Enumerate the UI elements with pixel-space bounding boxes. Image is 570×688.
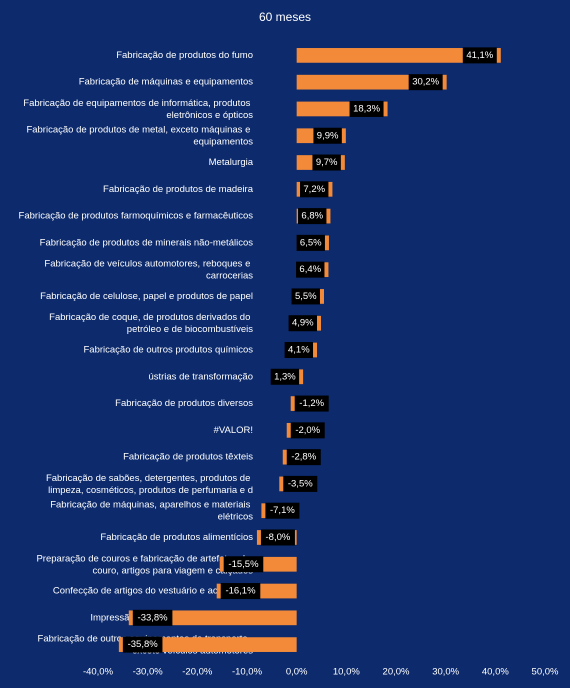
y-tick-label: Fabricação de produtos têxteis: [123, 452, 253, 463]
bar: [118, 637, 297, 652]
value-label: 6,4%: [299, 264, 321, 275]
value-label-box: [286, 449, 321, 466]
value-label-box: [288, 315, 318, 332]
y-tick-label: Fabricação de outros produtos químicos: [83, 345, 253, 356]
value-label-box: [270, 368, 300, 385]
value-label: -2,0%: [295, 425, 320, 436]
x-tick-label: 30,0%: [432, 667, 459, 678]
y-tick-label: Fabricação de equipamentos de informátic…: [23, 97, 253, 120]
y-tick-label: Preparação de couros e fabricação de art…: [36, 553, 253, 576]
y-tick-label: Metalurgia: [209, 157, 254, 168]
value-label-box: [408, 74, 443, 91]
value-label: -3,5%: [288, 478, 313, 489]
bar: [290, 396, 297, 411]
y-tick-label: Fabricação de produtos farmoquímicos e f…: [19, 211, 254, 222]
value-label-box: [300, 181, 329, 198]
value-label: 7,2%: [303, 184, 325, 195]
value-label: 18,3%: [353, 103, 380, 114]
value-label: 9,9%: [317, 130, 339, 141]
y-tick-label: Fabricação de produtos de madeira: [103, 184, 254, 195]
value-label: 4,1%: [288, 345, 310, 356]
value-label: 1,3%: [274, 371, 296, 382]
value-label: 6,8%: [301, 211, 323, 222]
value-label: 6,5%: [300, 237, 322, 248]
value-label-box: [312, 154, 341, 171]
value-label: -1,2%: [299, 398, 324, 409]
value-label: -8,0%: [266, 532, 291, 543]
y-tick-label: Fabricação de produtos alimentícios: [100, 532, 253, 543]
x-tick-label: 50,0%: [532, 667, 559, 678]
value-label: 9,7%: [316, 157, 338, 168]
y-tick-label: Fabricação de produtos do fumo: [116, 50, 253, 61]
value-label: -2,8%: [291, 452, 316, 463]
y-tick-label: Fabricação de máquinas, aparelhos e mate…: [50, 499, 253, 522]
value-label-box: [284, 342, 314, 358]
value-label-box: [220, 583, 261, 600]
y-tick-label: Fabricação de máquinas e equipamentos: [79, 77, 254, 88]
y-tick-label: ústrias de transformação: [148, 371, 253, 382]
value-label-box: [296, 261, 325, 278]
value-label-box: [296, 234, 325, 251]
x-tick-label: -40,0%: [83, 667, 114, 678]
x-tick-label: 40,0%: [482, 667, 509, 678]
value-label-box: [349, 100, 384, 117]
x-tick-label: -30,0%: [133, 667, 164, 678]
bar: [296, 369, 304, 385]
value-label: -16,1%: [225, 586, 256, 597]
y-tick-label: Fabricação de produtos diversos: [115, 398, 253, 409]
y-tick-label: Fabricação de produtos de metal, exceto …: [26, 124, 253, 147]
value-label-box: [313, 127, 342, 144]
value-label: -35,8%: [128, 639, 159, 650]
value-label: -15,5%: [228, 559, 259, 570]
value-label: 4,9%: [292, 318, 314, 329]
value-label-box: [291, 288, 320, 305]
y-tick-label: #VALOR!: [214, 425, 253, 436]
x-tick-label: -20,0%: [182, 667, 213, 678]
value-label: -33,8%: [138, 612, 169, 623]
x-tick-label: 20,0%: [383, 667, 410, 678]
bar: [296, 48, 501, 63]
value-label-box: [122, 636, 163, 653]
value-label-box: [462, 47, 497, 64]
chart-title: 60 meses: [259, 10, 311, 24]
y-tick-label: Fabricação de coque, de produtos derivad…: [49, 312, 253, 335]
value-label-box: [260, 529, 295, 546]
value-label-box: [132, 609, 173, 626]
value-label-box: [298, 208, 327, 225]
value-label-box: [283, 475, 318, 492]
y-tick-label: Fabricação de produtos de minerais não-m…: [40, 237, 254, 248]
value-label: 41,1%: [466, 50, 493, 61]
value-label-box: [290, 422, 325, 439]
y-tick-label: Fabricação de sabões, detergentes, produ…: [46, 472, 253, 495]
y-tick-label: Fabricação de celulose, papel e produtos…: [40, 291, 253, 302]
value-label: -7,1%: [270, 505, 295, 516]
value-label-box: [294, 395, 329, 412]
y-tick-label: Fabricação de veículos automotores, rebo…: [44, 258, 253, 281]
value-label: 30,2%: [412, 77, 439, 88]
y-tick-label: Confecção de artigos do vestuário e aces…: [53, 586, 253, 597]
x-tick-label: 10,0%: [333, 667, 360, 678]
value-label-box: [265, 502, 300, 519]
x-tick-label: 0,0%: [286, 667, 308, 678]
value-label-box: [223, 556, 264, 573]
value-label: 5,5%: [295, 291, 317, 302]
x-tick-label: -10,0%: [232, 667, 263, 678]
